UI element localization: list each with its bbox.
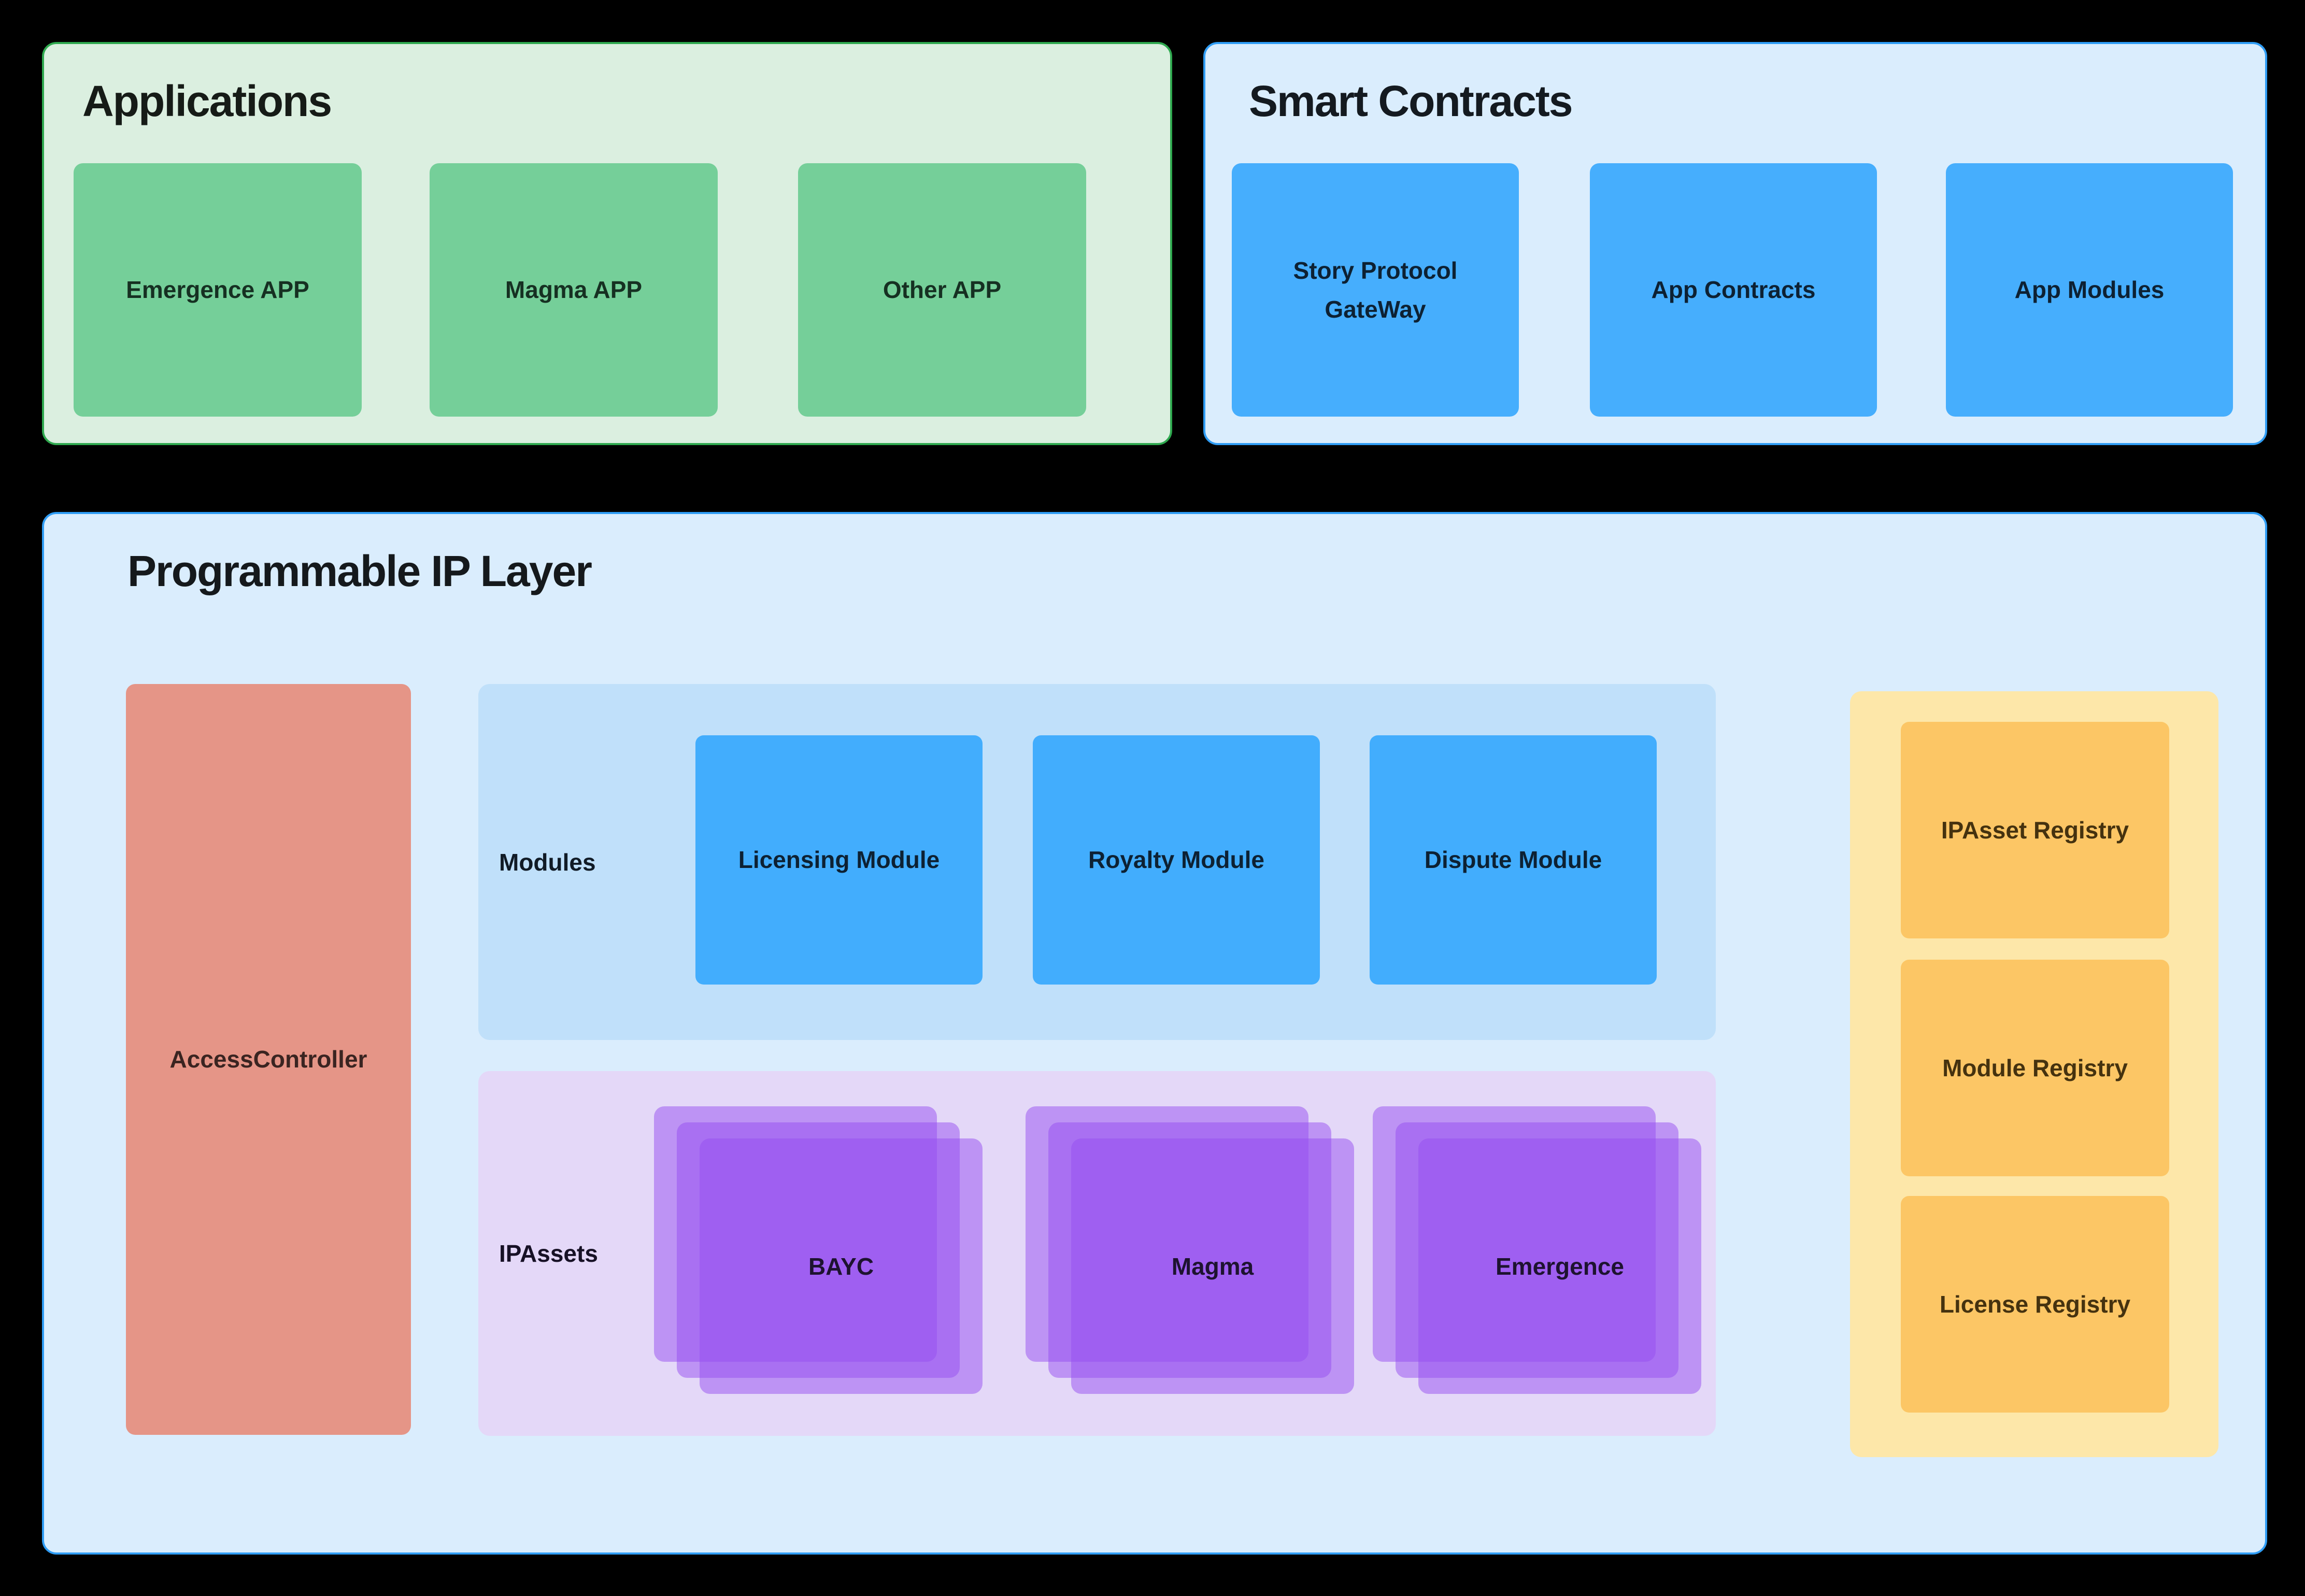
gateway-label-line-1: Story Protocol: [1293, 256, 1458, 284]
magma-app-box: Magma APP: [430, 163, 718, 417]
license-registry-box: License Registry: [1901, 1196, 2169, 1413]
other-app-label: Other APP: [883, 276, 1002, 304]
other-app-box: Other APP: [798, 163, 1086, 417]
programmable-ip-layer-title: Programmable IP Layer: [127, 547, 592, 595]
magma-stack-card: Magma: [1071, 1138, 1354, 1394]
ipasset-registry-box: IPAsset Registry: [1901, 722, 2169, 938]
applications-title: Applications: [82, 77, 332, 125]
app-contracts-box: App Contracts: [1590, 163, 1877, 417]
module-registry-label: Module Registry: [1942, 1054, 2128, 1081]
applications-panel: Applications Emergence APP Magma APP Oth…: [42, 42, 1172, 445]
gateway-label-line-2: GateWay: [1325, 295, 1426, 323]
modules-subpanel: Modules Licensing Module Royalty Module …: [478, 684, 1716, 1040]
registries-subpanel: IPAsset Registry Module Registry License…: [1850, 691, 2218, 1457]
magma-app-label: Magma APP: [505, 276, 643, 304]
dispute-module-box: Dispute Module: [1370, 735, 1657, 985]
modules-label: Modules: [499, 848, 596, 876]
magma-label: Magma: [1171, 1252, 1254, 1280]
licensing-module-label: Licensing Module: [738, 846, 940, 874]
access-controller-label: AccessController: [169, 1046, 367, 1073]
app-modules-box: App Modules: [1946, 163, 2233, 417]
module-registry-box: Module Registry: [1901, 960, 2169, 1176]
emergence-app-label: Emergence APP: [126, 276, 309, 304]
ipassets-subpanel: IPAssets BAYC Magma Emergence: [478, 1071, 1716, 1436]
smart-contracts-panel: Smart Contracts Story Protocol GateWay A…: [1203, 42, 2267, 445]
dispute-module-label: Dispute Module: [1424, 846, 1602, 874]
bayc-stack-card: BAYC: [700, 1138, 983, 1394]
license-registry-label: License Registry: [1939, 1290, 2131, 1318]
emergence-stack-card: Emergence: [1418, 1138, 1701, 1394]
access-controller-box: AccessController: [126, 684, 411, 1435]
smart-contracts-title: Smart Contracts: [1249, 77, 1573, 125]
programmable-ip-layer-panel: Programmable IP Layer AccessController M…: [42, 512, 2267, 1555]
licensing-module-box: Licensing Module: [695, 735, 983, 985]
royalty-module-label: Royalty Module: [1088, 846, 1264, 874]
bayc-label: BAYC: [808, 1252, 874, 1280]
ipasset-registry-label: IPAsset Registry: [1941, 816, 2129, 844]
app-contracts-label: App Contracts: [1651, 276, 1816, 304]
emergence-label: Emergence: [1495, 1252, 1624, 1280]
royalty-module-box: Royalty Module: [1033, 735, 1320, 985]
story-protocol-gateway-box: Story Protocol GateWay: [1232, 163, 1519, 417]
emergence-app-box: Emergence APP: [74, 163, 362, 417]
ipassets-label: IPAssets: [499, 1240, 598, 1267]
app-modules-label: App Modules: [2014, 276, 2165, 304]
